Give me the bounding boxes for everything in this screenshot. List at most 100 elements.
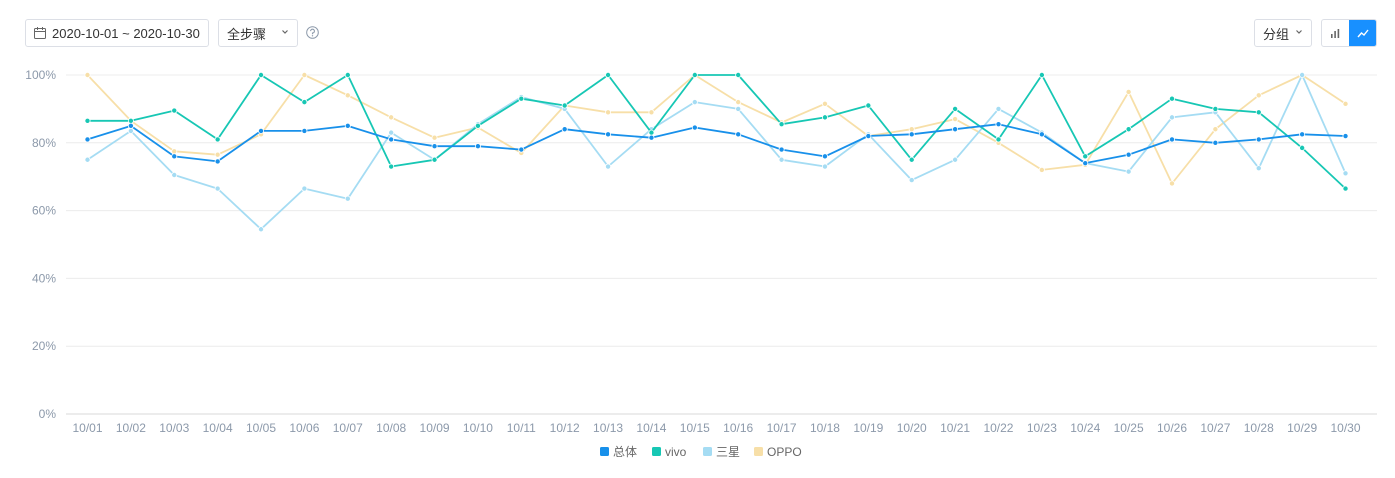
data-point[interactable] — [344, 195, 351, 202]
data-point[interactable] — [1082, 153, 1089, 160]
data-point[interactable] — [995, 121, 1002, 128]
data-point[interactable] — [214, 136, 221, 143]
data-point[interactable] — [1038, 166, 1045, 173]
line-view-button[interactable] — [1349, 20, 1376, 46]
data-point[interactable] — [344, 72, 351, 79]
data-point[interactable] — [995, 105, 1002, 112]
data-point[interactable] — [344, 92, 351, 99]
data-point[interactable] — [995, 136, 1002, 143]
data-point[interactable] — [388, 163, 395, 170]
data-point[interactable] — [605, 163, 612, 170]
data-point[interactable] — [952, 126, 959, 133]
data-point[interactable] — [821, 114, 828, 121]
data-point[interactable] — [605, 109, 612, 116]
data-point[interactable] — [1212, 139, 1219, 146]
data-point[interactable] — [1169, 114, 1176, 121]
data-point[interactable] — [474, 143, 481, 150]
data-point[interactable] — [127, 127, 134, 134]
data-point[interactable] — [214, 151, 221, 158]
data-point[interactable] — [1169, 136, 1176, 143]
data-point[interactable] — [561, 102, 568, 109]
data-point[interactable] — [1299, 144, 1306, 151]
data-point[interactable] — [1299, 72, 1306, 79]
data-point[interactable] — [735, 131, 742, 138]
data-point[interactable] — [648, 109, 655, 116]
data-point[interactable] — [735, 105, 742, 112]
data-point[interactable] — [214, 158, 221, 165]
data-point[interactable] — [431, 134, 438, 141]
data-point[interactable] — [84, 117, 91, 124]
data-point[interactable] — [778, 146, 785, 153]
data-point[interactable] — [431, 156, 438, 163]
data-point[interactable] — [735, 99, 742, 106]
data-point[interactable] — [1125, 88, 1132, 95]
data-point[interactable] — [908, 156, 915, 163]
data-point[interactable] — [821, 100, 828, 107]
data-point[interactable] — [735, 72, 742, 79]
data-point[interactable] — [258, 127, 265, 134]
question-circle-icon[interactable] — [306, 26, 319, 39]
data-point[interactable] — [605, 131, 612, 138]
data-point[interactable] — [84, 136, 91, 143]
data-point[interactable] — [778, 121, 785, 128]
data-point[interactable] — [127, 122, 134, 129]
data-point[interactable] — [865, 102, 872, 109]
data-point[interactable] — [301, 127, 308, 134]
data-point[interactable] — [1342, 133, 1349, 140]
legend-item[interactable]: OPPO — [754, 445, 802, 459]
data-point[interactable] — [214, 185, 221, 192]
data-point[interactable] — [171, 107, 178, 114]
data-point[interactable] — [1255, 136, 1262, 143]
data-point[interactable] — [561, 126, 568, 133]
data-point[interactable] — [691, 72, 698, 79]
data-point[interactable] — [1212, 126, 1219, 133]
data-point[interactable] — [171, 148, 178, 155]
data-point[interactable] — [648, 129, 655, 136]
data-point[interactable] — [388, 136, 395, 143]
data-point[interactable] — [691, 99, 698, 106]
data-point[interactable] — [1038, 131, 1045, 138]
data-point[interactable] — [1342, 100, 1349, 107]
bar-view-button[interactable] — [1322, 20, 1349, 46]
data-point[interactable] — [388, 114, 395, 121]
data-point[interactable] — [1125, 151, 1132, 158]
legend-item[interactable]: 总体 — [600, 445, 637, 459]
data-point[interactable] — [171, 172, 178, 179]
data-point[interactable] — [171, 153, 178, 160]
data-point[interactable] — [1169, 95, 1176, 102]
data-point[interactable] — [821, 153, 828, 160]
data-point[interactable] — [301, 185, 308, 192]
data-point[interactable] — [431, 143, 438, 150]
data-point[interactable] — [474, 122, 481, 129]
data-point[interactable] — [1038, 72, 1045, 79]
data-point[interactable] — [258, 226, 265, 233]
legend-item[interactable]: vivo — [652, 445, 687, 459]
data-point[interactable] — [127, 117, 134, 124]
data-point[interactable] — [1255, 165, 1262, 172]
data-point[interactable] — [258, 72, 265, 79]
data-point[interactable] — [952, 105, 959, 112]
data-point[interactable] — [648, 134, 655, 141]
data-point[interactable] — [778, 156, 785, 163]
data-point[interactable] — [1082, 160, 1089, 167]
data-point[interactable] — [1255, 109, 1262, 116]
data-point[interactable] — [344, 122, 351, 129]
legend-item[interactable]: 三星 — [703, 445, 740, 459]
data-point[interactable] — [1125, 126, 1132, 133]
data-point[interactable] — [84, 156, 91, 163]
data-point[interactable] — [952, 116, 959, 123]
step-select[interactable]: 全步骤 — [218, 19, 298, 47]
data-point[interactable] — [301, 72, 308, 79]
data-point[interactable] — [865, 133, 872, 140]
date-range-picker[interactable]: 2020-10-01 ~ 2020-10-30 — [25, 19, 209, 47]
data-point[interactable] — [84, 72, 91, 79]
data-point[interactable] — [1169, 180, 1176, 187]
data-point[interactable] — [1212, 105, 1219, 112]
data-point[interactable] — [605, 72, 612, 79]
data-point[interactable] — [952, 156, 959, 163]
data-point[interactable] — [691, 124, 698, 131]
data-point[interactable] — [908, 131, 915, 138]
data-point[interactable] — [1299, 131, 1306, 138]
data-point[interactable] — [518, 95, 525, 102]
data-point[interactable] — [821, 163, 828, 170]
